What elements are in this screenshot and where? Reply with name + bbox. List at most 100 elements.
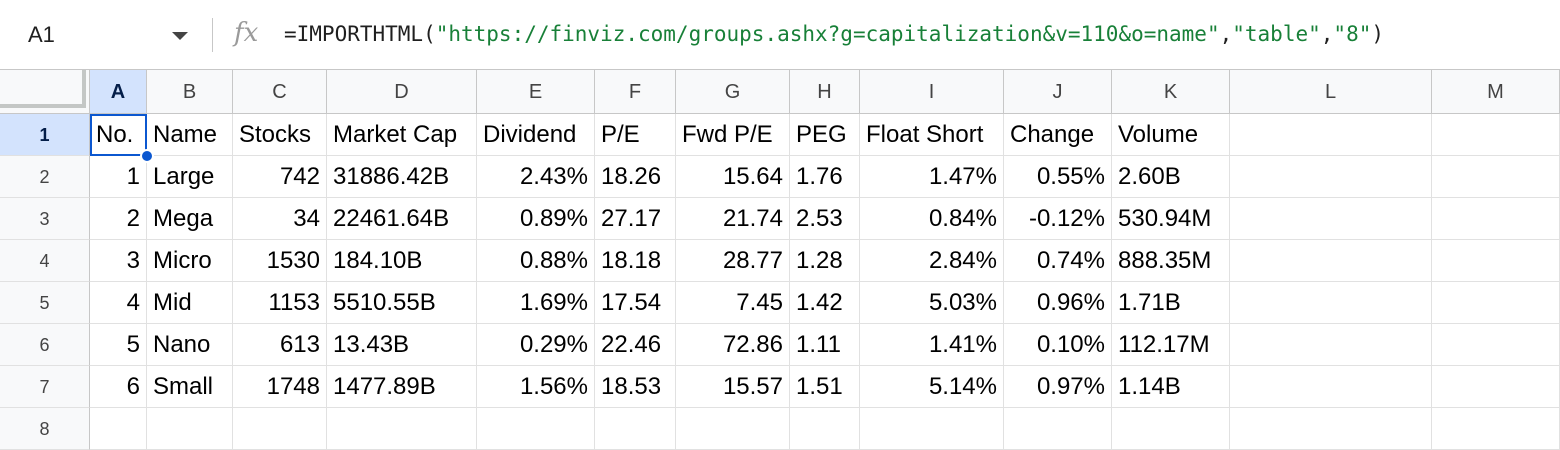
name-box[interactable]: A1	[28, 22, 55, 47]
cell-b5[interactable]: Mid	[147, 282, 233, 324]
cell-j5[interactable]: 0.96%	[1004, 282, 1112, 324]
cell-k6[interactable]: 112.17M	[1112, 324, 1230, 366]
cell-c2[interactable]: 742	[233, 156, 327, 198]
cell-k3[interactable]: 530.94M	[1112, 198, 1230, 240]
cell-l3[interactable]	[1230, 198, 1432, 240]
column-header-i[interactable]: I	[860, 70, 1004, 114]
cell-i3[interactable]: 0.84%	[860, 198, 1004, 240]
column-header-g[interactable]: G	[676, 70, 790, 114]
cell-c1[interactable]: Stocks	[233, 114, 327, 156]
row-header-6[interactable]: 6	[0, 324, 90, 366]
cell-g8[interactable]	[676, 408, 790, 450]
cell-c7[interactable]: 1748	[233, 366, 327, 408]
cell-i7[interactable]: 5.14%	[860, 366, 1004, 408]
cell-m4[interactable]	[1432, 240, 1560, 282]
cell-g1[interactable]: Fwd P/E	[676, 114, 790, 156]
cell-i8[interactable]	[860, 408, 1004, 450]
cell-b8[interactable]	[147, 408, 233, 450]
cell-j4[interactable]: 0.74%	[1004, 240, 1112, 282]
row-header-4[interactable]: 4	[0, 240, 90, 282]
cell-b2[interactable]: Large	[147, 156, 233, 198]
cell-l8[interactable]	[1230, 408, 1432, 450]
column-header-d[interactable]: D	[327, 70, 477, 114]
cell-m6[interactable]	[1432, 324, 1560, 366]
cell-l6[interactable]	[1230, 324, 1432, 366]
cell-h1[interactable]: PEG	[790, 114, 860, 156]
cell-l1[interactable]	[1230, 114, 1432, 156]
cell-i4[interactable]: 2.84%	[860, 240, 1004, 282]
column-header-b[interactable]: B	[147, 70, 233, 114]
cell-a8[interactable]	[90, 408, 147, 450]
cell-m2[interactable]	[1432, 156, 1560, 198]
column-header-k[interactable]: K	[1112, 70, 1230, 114]
cell-a2[interactable]: 1	[90, 156, 147, 198]
cell-l4[interactable]	[1230, 240, 1432, 282]
cell-i2[interactable]: 1.47%	[860, 156, 1004, 198]
cell-g2[interactable]: 15.64	[676, 156, 790, 198]
row-header-2[interactable]: 2	[0, 156, 90, 198]
cell-h6[interactable]: 1.11	[790, 324, 860, 366]
cell-a5[interactable]: 4	[90, 282, 147, 324]
cell-d3[interactable]: 22461.64B	[327, 198, 477, 240]
cell-d6[interactable]: 13.43B	[327, 324, 477, 366]
cell-g7[interactable]: 15.57	[676, 366, 790, 408]
cell-l5[interactable]	[1230, 282, 1432, 324]
cell-e1[interactable]: Dividend	[477, 114, 595, 156]
cell-f5[interactable]: 17.54	[595, 282, 676, 324]
cell-g3[interactable]: 21.74	[676, 198, 790, 240]
cell-a7[interactable]: 6	[90, 366, 147, 408]
cell-h7[interactable]: 1.51	[790, 366, 860, 408]
cell-a6[interactable]: 5	[90, 324, 147, 366]
cell-k1[interactable]: Volume	[1112, 114, 1230, 156]
cell-l7[interactable]	[1230, 366, 1432, 408]
row-header-8[interactable]: 8	[0, 408, 90, 450]
cell-j3[interactable]: -0.12%	[1004, 198, 1112, 240]
cell-m8[interactable]	[1432, 408, 1560, 450]
column-header-f[interactable]: F	[595, 70, 676, 114]
cell-h5[interactable]: 1.42	[790, 282, 860, 324]
cell-m3[interactable]	[1432, 198, 1560, 240]
column-header-c[interactable]: C	[233, 70, 327, 114]
cell-f2[interactable]: 18.26	[595, 156, 676, 198]
cell-j8[interactable]	[1004, 408, 1112, 450]
frozen-row-handle[interactable]	[0, 104, 84, 108]
cell-i5[interactable]: 5.03%	[860, 282, 1004, 324]
cell-m5[interactable]	[1432, 282, 1560, 324]
cell-d7[interactable]: 1477.89B	[327, 366, 477, 408]
cell-h8[interactable]	[790, 408, 860, 450]
column-header-a[interactable]: A	[90, 70, 147, 114]
cell-j6[interactable]: 0.10%	[1004, 324, 1112, 366]
cell-h3[interactable]: 2.53	[790, 198, 860, 240]
cell-f7[interactable]: 18.53	[595, 366, 676, 408]
cell-h4[interactable]: 1.28	[790, 240, 860, 282]
cell-f6[interactable]: 22.46	[595, 324, 676, 366]
cell-c3[interactable]: 34	[233, 198, 327, 240]
fill-handle[interactable]	[140, 149, 154, 163]
row-header-5[interactable]: 5	[0, 282, 90, 324]
cell-d5[interactable]: 5510.55B	[327, 282, 477, 324]
cell-b4[interactable]: Micro	[147, 240, 233, 282]
cell-c5[interactable]: 1153	[233, 282, 327, 324]
frozen-col-handle[interactable]	[82, 70, 86, 108]
cell-k8[interactable]	[1112, 408, 1230, 450]
column-header-j[interactable]: J	[1004, 70, 1112, 114]
cell-d8[interactable]	[327, 408, 477, 450]
cell-c6[interactable]: 613	[233, 324, 327, 366]
cell-b3[interactable]: Mega	[147, 198, 233, 240]
cell-i1[interactable]: Float Short	[860, 114, 1004, 156]
cell-e5[interactable]: 1.69%	[477, 282, 595, 324]
cell-e7[interactable]: 1.56%	[477, 366, 595, 408]
cell-g5[interactable]: 7.45	[676, 282, 790, 324]
cell-d1[interactable]: Market Cap	[327, 114, 477, 156]
row-header-3[interactable]: 3	[0, 198, 90, 240]
cell-j1[interactable]: Change	[1004, 114, 1112, 156]
cell-c4[interactable]: 1530	[233, 240, 327, 282]
cell-g6[interactable]: 72.86	[676, 324, 790, 366]
cell-e6[interactable]: 0.29%	[477, 324, 595, 366]
cell-l2[interactable]	[1230, 156, 1432, 198]
cell-b7[interactable]: Small	[147, 366, 233, 408]
cell-f4[interactable]: 18.18	[595, 240, 676, 282]
cell-e8[interactable]	[477, 408, 595, 450]
cell-f3[interactable]: 27.17	[595, 198, 676, 240]
cell-d4[interactable]: 184.10B	[327, 240, 477, 282]
